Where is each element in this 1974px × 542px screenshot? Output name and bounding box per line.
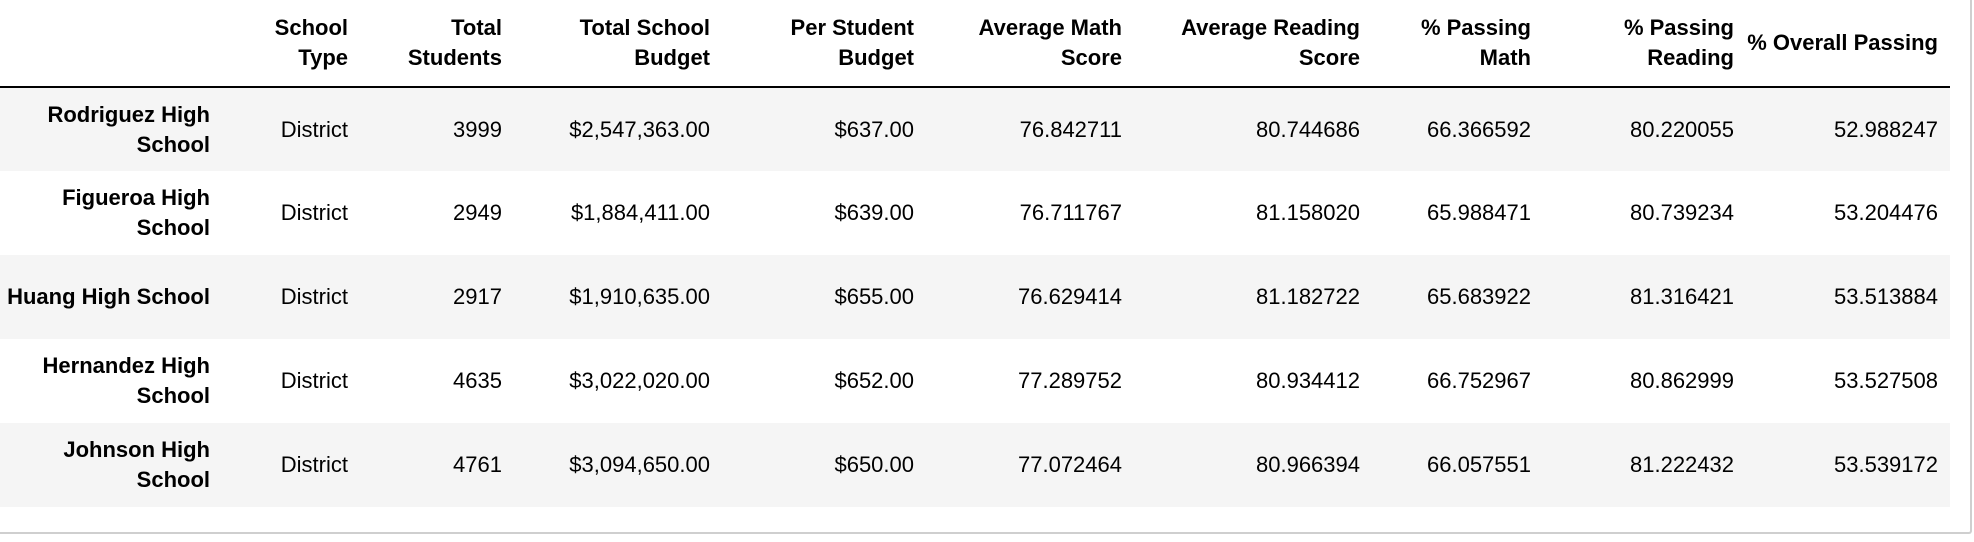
cell-average-math-score: 76.629414 [1018,284,1122,309]
cell-overall-passing: 52.988247 [1834,116,1938,142]
header-row: School Type Total Students Total School … [0,0,1950,88]
cell-per-student-budget: $637.00 [834,116,914,142]
cell-passing-reading: 81.316421 [1630,284,1734,309]
cell-overall-passing: 53.539172 [1834,452,1938,477]
cell-passing-reading: 80.220055 [1630,116,1734,142]
column-header-school-type: School Type [238,0,360,88]
row-index-label: Figueroa High School [62,185,210,240]
cell-total-school-budget: $1,884,411.00 [570,200,710,225]
column-header-total-school-budget: Total School Budget [514,0,722,88]
cell-passing-math: 66.752967 [1427,368,1531,393]
cell-school-type: District [280,200,348,225]
cell-average-math-score: 76.842711 [1019,116,1122,142]
cell-overall-passing: 53.513884 [1834,284,1938,309]
column-header-average-math-score: Average Math Score [926,0,1134,88]
cell-total-students: 2917 [453,284,502,309]
cell-school-type: District [280,452,348,477]
column-header-average-reading-score: Average Reading Score [1134,0,1372,88]
cell-average-reading-score: 80.966394 [1256,452,1360,477]
cell-passing-reading: 81.222432 [1630,452,1734,477]
cell-average-math-score: 77.072464 [1018,452,1122,477]
column-header-passing-math: % Passing Math [1372,0,1543,88]
table-body: Rodriguez High School District 3999 $2,5… [0,87,1950,507]
cell-passing-math: 65.988471 [1427,200,1531,225]
column-header-total-students: Total Students [360,0,514,88]
cell-per-student-budget: $639.00 [834,200,914,225]
cell-per-student-budget: $650.00 [834,452,914,477]
cell-passing-math: 66.057551 [1427,452,1531,477]
row-index-label: Huang High School [7,284,210,309]
cell-average-reading-score: 80.934412 [1256,368,1360,393]
column-header-overall-passing: % Overall Passing [1746,0,1950,88]
cell-total-school-budget: $3,022,020.00 [569,368,710,393]
table-row: Rodriguez High School District 3999 $2,5… [0,87,1950,171]
cell-average-reading-score: 81.182722 [1256,284,1360,309]
cell-total-students: 4761 [453,452,502,477]
cell-average-reading-score: 80.744686 [1256,116,1360,142]
cell-total-school-budget: $3,094,650.00 [569,452,710,477]
dataframe-table: School Type Total Students Total School … [0,0,1950,507]
cell-passing-math: 66.366592 [1427,116,1531,142]
cell-per-student-budget: $652.00 [834,368,914,393]
column-header-per-student-budget: Per Student Budget [722,0,926,88]
cell-school-type: District [280,116,348,142]
column-header-passing-reading: % Passing Reading [1543,0,1746,88]
cell-school-type: District [280,284,348,309]
cell-overall-passing: 53.204476 [1834,200,1938,225]
table-row: Hernandez High School District 4635 $3,0… [0,339,1950,423]
cell-average-reading-score: 81.158020 [1256,200,1360,225]
cell-total-school-budget: $1,910,635.00 [569,284,710,309]
cell-passing-math: 65.683922 [1427,284,1531,309]
cell-average-math-score: 76.711767 [1019,200,1122,225]
cell-passing-reading: 80.862999 [1630,368,1734,393]
cell-total-students: 3999 [453,116,502,142]
index-header [0,0,238,88]
table-row: Huang High School District 2917 $1,910,6… [0,255,1950,339]
cell-school-type: District [280,368,348,393]
table-header: School Type Total Students Total School … [0,0,1950,88]
cell-per-student-budget: $655.00 [834,284,914,309]
cell-overall-passing: 53.527508 [1834,368,1938,393]
row-index-label: Hernandez High School [42,353,210,408]
row-index-label: Rodriguez High School [47,101,210,157]
cell-total-students: 2949 [453,200,502,225]
table-row: Johnson High School District 4761 $3,094… [0,423,1950,507]
row-index-label: Johnson High School [63,437,210,492]
cell-passing-reading: 80.739234 [1630,200,1734,225]
table-row: Figueroa High School District 2949 $1,88… [0,171,1950,255]
cell-total-school-budget: $2,547,363.00 [569,116,710,142]
cell-total-students: 4635 [453,368,502,393]
cell-average-math-score: 77.289752 [1018,368,1122,393]
